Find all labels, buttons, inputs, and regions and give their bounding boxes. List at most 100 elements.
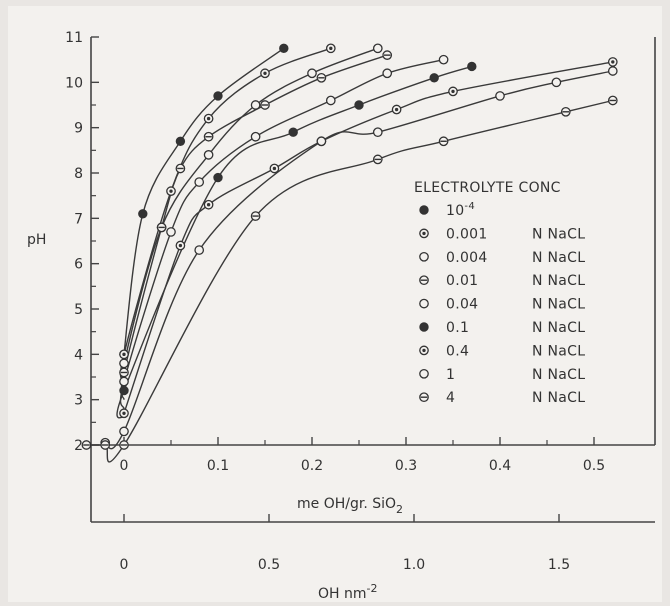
legend-marker	[419, 228, 429, 239]
data-point	[81, 440, 92, 450]
legend-item-concentration: 1	[446, 367, 455, 383]
series-curve-9	[86, 99, 613, 463]
data-point	[175, 136, 186, 146]
x-axis-secondary-label: OH nm-2	[318, 582, 377, 602]
data-point	[194, 177, 205, 187]
data-point	[429, 73, 439, 83]
legend-item-concentration: 4	[446, 390, 455, 406]
x-main-tick-label: 0.5	[583, 458, 605, 474]
data-point	[372, 43, 383, 54]
data-point	[213, 172, 223, 183]
legend-item-unit: N NaCL	[532, 320, 585, 336]
data-point	[203, 113, 214, 124]
marker-center-dot	[272, 166, 277, 171]
legend-item-unit: N NaCL	[532, 226, 585, 242]
legend-marker	[419, 368, 429, 379]
legend-item: 0.04 N NaCL	[419, 297, 585, 313]
marker-center-dot	[451, 89, 455, 94]
data-point	[288, 127, 298, 137]
legend-marker	[419, 345, 429, 356]
legend-marker	[419, 322, 429, 332]
series-curve-5	[119, 59, 444, 409]
data-point	[119, 358, 129, 369]
data-point	[438, 136, 449, 147]
data-point	[325, 95, 336, 106]
marker-shape	[467, 61, 477, 72]
legend-item: 0.4 N NaCL	[419, 343, 585, 359]
data-point	[269, 163, 280, 174]
marker-shape	[419, 298, 429, 309]
marker-shape	[119, 426, 129, 437]
legend-marker	[419, 251, 429, 262]
legend-item-unit: N NaCL	[532, 297, 585, 313]
data-point	[100, 440, 111, 450]
series-curve-8	[104, 70, 613, 450]
data-point	[551, 77, 562, 88]
marker-shape	[316, 136, 327, 147]
legend-item-concentration: 0.04	[446, 297, 478, 313]
data-point	[203, 199, 214, 210]
x-main-tick-label: 0.4	[489, 458, 511, 474]
marker-center-dot	[169, 189, 173, 193]
marker-shape	[279, 43, 289, 54]
marker-center-dot	[263, 71, 267, 75]
data-point	[279, 43, 289, 54]
x-axis-secondary: 0 0.5 1.0 1.5	[120, 514, 570, 573]
data-point	[250, 131, 261, 142]
marker-shape	[551, 77, 562, 88]
marker-center-dot	[422, 348, 426, 353]
plot-frame	[90, 37, 656, 523]
legend-item-unit: N NaCL	[532, 273, 585, 289]
legend-item-unit: N NaCL	[532, 250, 585, 266]
data-point	[213, 91, 223, 101]
data-point	[316, 72, 327, 83]
marker-center-dot	[422, 231, 426, 236]
marker-shape	[194, 245, 205, 255]
data-point	[372, 127, 383, 138]
data-point	[607, 66, 618, 76]
legend-item: 4 N NaCL	[419, 390, 585, 406]
x-secondary-tick-label: 1.0	[403, 557, 425, 573]
data-point	[448, 86, 458, 97]
marker-shape	[119, 376, 129, 387]
data-point	[119, 385, 129, 396]
x-axis-main: 0 0.1 0.2 0.3 0.4 0.5	[120, 437, 605, 474]
data-point	[382, 50, 393, 60]
data-point	[250, 211, 261, 221]
marker-center-dot	[611, 60, 615, 64]
marker-shape	[250, 131, 261, 142]
data-point	[119, 426, 129, 437]
legend-marker	[419, 298, 429, 309]
marker-shape	[307, 68, 317, 79]
data-point	[260, 68, 270, 79]
y-tick-label: 2	[74, 438, 83, 454]
y-tick-label: 8	[74, 166, 83, 182]
marker-center-dot	[394, 107, 399, 112]
legend-item-unit: N NaCL	[532, 343, 585, 359]
data-point	[119, 367, 129, 378]
marker-center-dot	[178, 243, 183, 248]
data-point	[119, 440, 129, 450]
marker-center-dot	[122, 352, 126, 357]
y-tick-label: 4	[74, 347, 83, 363]
y-tick-label: 11	[65, 30, 83, 46]
data-point	[325, 43, 336, 54]
marker-shape	[119, 385, 129, 396]
marker-shape	[354, 100, 364, 110]
y-tick-label: 9	[74, 121, 83, 137]
marker-shape	[175, 136, 186, 146]
marker-shape	[288, 127, 298, 137]
marker-shape	[495, 91, 505, 101]
legend-item: 1 N NaCL	[419, 367, 585, 383]
marker-shape	[372, 43, 383, 54]
data-point	[250, 100, 261, 110]
legend-item-exponent: -4	[464, 201, 475, 212]
legend-marker	[419, 392, 429, 403]
data-point	[607, 95, 618, 106]
x-secondary-tick-label: 0.5	[258, 557, 280, 573]
data-point	[166, 186, 176, 196]
data-point	[175, 240, 186, 251]
data-point	[166, 227, 176, 237]
y-tick-label: 3	[74, 393, 83, 409]
